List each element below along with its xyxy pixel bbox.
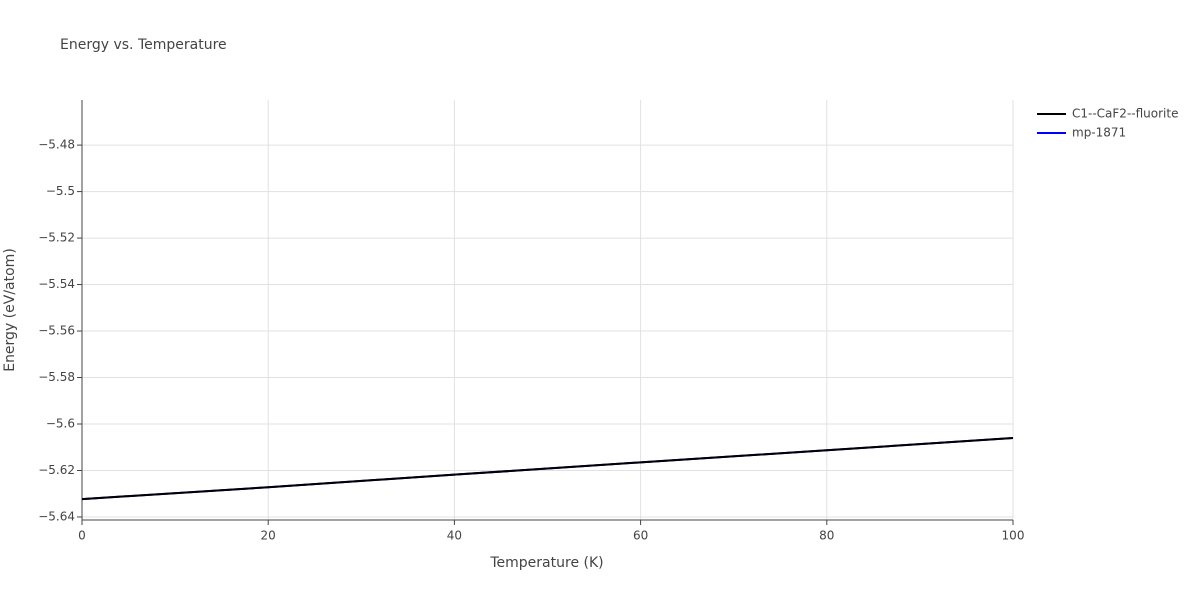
y-tick-label: −5.56 — [38, 324, 75, 338]
chart-title: Energy vs. Temperature — [60, 37, 227, 53]
x-axis-title: Temperature (K) — [489, 555, 603, 571]
y-tick-label: −5.52 — [38, 231, 75, 245]
y-tick-label: −5.62 — [38, 463, 75, 477]
y-tick-label: −5.5 — [46, 184, 75, 198]
legend-label: C1--CaF2--fluorite — [1072, 107, 1178, 121]
x-tick-label: 60 — [633, 529, 648, 543]
y-axis-title: Energy (eV/atom) — [2, 248, 18, 372]
y-tick-label: −5.54 — [38, 277, 75, 291]
legend-label: mp-1871 — [1072, 126, 1126, 140]
x-tick-label: 100 — [1002, 529, 1025, 543]
x-tick-label: 40 — [447, 529, 462, 543]
y-tick-label: −5.6 — [46, 417, 75, 431]
y-tick-label: −5.64 — [38, 509, 75, 523]
series-line — [81, 436, 1014, 501]
y-tick-label: −5.48 — [38, 138, 75, 152]
y-tick-label: −5.58 — [38, 370, 75, 384]
x-tick-label: 0 — [78, 529, 86, 543]
x-tick-label: 80 — [819, 529, 834, 543]
x-tick-label: 20 — [261, 529, 276, 543]
